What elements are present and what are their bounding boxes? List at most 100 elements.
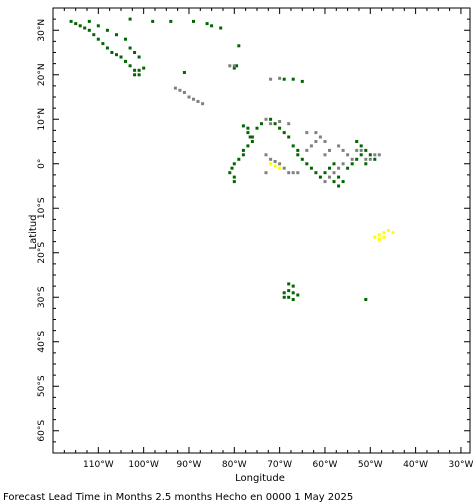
green-point	[287, 289, 291, 293]
green-point	[92, 33, 96, 37]
green-point	[137, 55, 141, 59]
green-point	[230, 166, 234, 170]
gray-point	[368, 157, 372, 161]
green-point	[182, 71, 186, 74]
map-points	[69, 17, 395, 301]
gray-point	[318, 135, 322, 139]
gray-point	[337, 166, 341, 170]
green-point	[133, 68, 137, 72]
gray-point	[269, 122, 273, 126]
y-axis-title: Latitud	[28, 214, 39, 249]
green-point	[373, 157, 377, 161]
green-point	[246, 126, 250, 130]
green-point	[355, 140, 359, 143]
green-point	[248, 135, 252, 139]
green-point	[74, 22, 78, 26]
gray-point	[314, 131, 318, 135]
yellow-point	[269, 162, 273, 166]
gray-point	[350, 157, 354, 161]
gray-point	[264, 117, 268, 121]
green-point	[133, 51, 137, 54]
gray-point	[337, 144, 341, 148]
green-point	[255, 126, 259, 130]
green-point	[323, 171, 327, 175]
gray-point	[192, 97, 195, 101]
y-tick-label: 20°N	[37, 63, 47, 86]
green-point	[246, 131, 250, 135]
x-tick-label: 50°W	[358, 460, 383, 470]
green-point	[128, 64, 132, 68]
green-point	[83, 26, 87, 30]
green-point	[124, 59, 127, 63]
green-point	[96, 37, 100, 41]
y-tick-label: 30°S	[37, 286, 47, 308]
yellow-point	[386, 229, 390, 232]
green-point	[364, 162, 368, 166]
x-tick-label: 40°W	[403, 460, 428, 470]
green-point	[368, 153, 372, 157]
gray-point	[364, 157, 368, 161]
green-point	[300, 157, 304, 161]
gray-point	[287, 171, 291, 175]
gray-point	[173, 86, 177, 90]
green-point	[241, 148, 245, 152]
green-point	[309, 166, 313, 170]
gray-point	[264, 153, 268, 157]
gray-point	[328, 148, 331, 152]
gray-point	[323, 140, 327, 143]
green-point	[337, 184, 341, 188]
y-tick-label: 10°N	[37, 108, 47, 131]
gray-point	[264, 171, 268, 175]
green-point	[296, 293, 300, 297]
y-tick-label: 30°N	[37, 19, 47, 42]
gray-point	[269, 77, 273, 81]
green-point	[318, 175, 322, 179]
green-point	[133, 73, 137, 77]
green-point	[291, 144, 295, 148]
green-point	[282, 77, 286, 81]
green-point	[282, 291, 286, 295]
gray-point	[373, 153, 377, 157]
green-point	[115, 33, 118, 37]
green-point	[232, 162, 236, 166]
yellow-point	[391, 231, 395, 235]
green-point	[341, 180, 345, 184]
gray-point	[305, 148, 309, 152]
green-point	[105, 28, 109, 32]
gray-point	[314, 140, 318, 143]
x-axis-title: Longitude	[235, 473, 285, 484]
gray-point	[291, 171, 295, 175]
green-point	[232, 180, 236, 184]
green-point	[273, 122, 277, 126]
green-point	[219, 26, 223, 30]
green-point	[291, 291, 295, 295]
green-point	[328, 166, 331, 170]
gray-point	[282, 166, 286, 170]
green-point	[296, 153, 300, 157]
green-point	[235, 64, 239, 68]
green-point	[337, 175, 341, 179]
green-point	[210, 24, 214, 28]
green-point	[232, 175, 236, 179]
green-point	[232, 66, 236, 70]
green-point	[250, 135, 254, 139]
gray-point	[305, 131, 309, 135]
gray-point	[377, 153, 381, 157]
gray-point	[278, 162, 282, 166]
caption: Forecast Lead Time in Months 2.5 months …	[3, 492, 353, 503]
axis-ticks	[52, 7, 470, 454]
gray-point	[346, 153, 350, 157]
green-point	[205, 22, 209, 26]
green-point	[282, 295, 286, 299]
gray-point	[178, 88, 182, 92]
green-point	[69, 19, 73, 23]
green-point	[87, 19, 91, 23]
green-point	[291, 298, 295, 301]
green-point	[346, 166, 350, 170]
green-point	[137, 73, 141, 77]
green-point	[241, 124, 245, 128]
y-tick-label: 0°	[37, 159, 47, 169]
gray-point	[341, 148, 345, 152]
gray-point	[182, 91, 186, 94]
